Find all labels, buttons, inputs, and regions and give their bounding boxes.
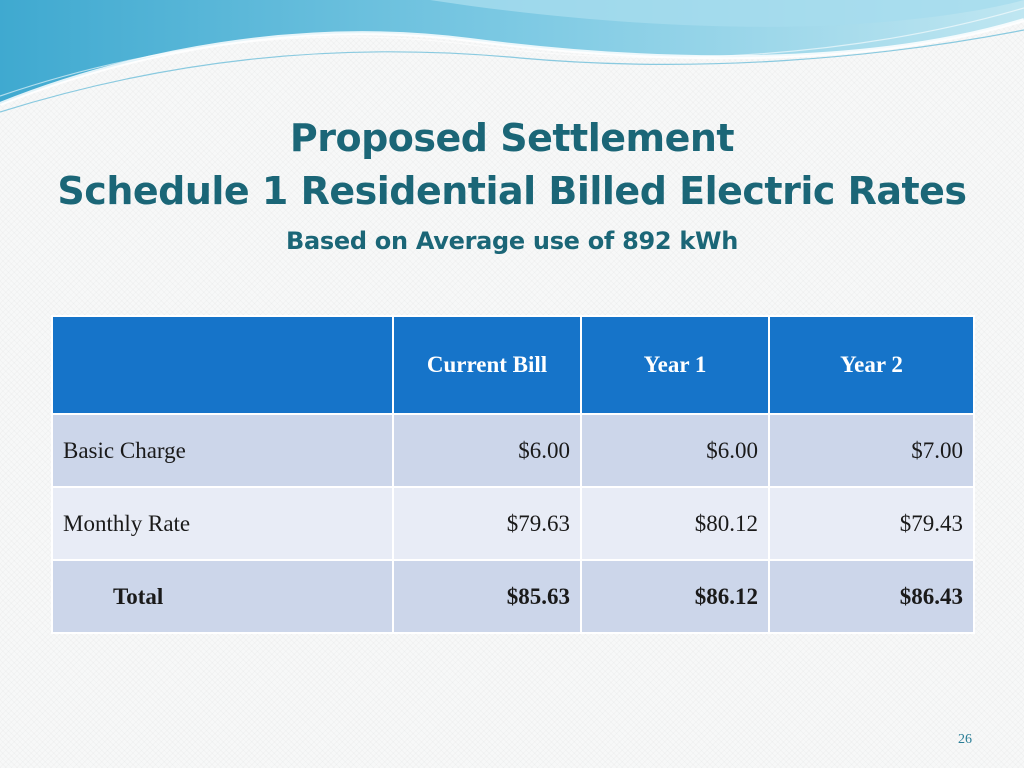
slide-title-line-2: Schedule 1 Residential Billed Electric R… xyxy=(57,169,967,213)
current-bill-value: $85.63 xyxy=(392,559,582,634)
year-2-value: $79.43 xyxy=(768,486,975,561)
current-bill-value: $6.00 xyxy=(392,413,582,488)
year-2-value: $7.00 xyxy=(768,413,975,488)
page-number: 26 xyxy=(958,732,972,747)
year-1-value: $6.00 xyxy=(580,413,770,488)
row-label: Monthly Rate xyxy=(51,486,394,561)
table-row-total: Total $85.63 $86.12 $86.43 xyxy=(51,559,975,634)
header-current-bill: Current Bill xyxy=(392,315,582,415)
row-label: Total xyxy=(51,559,394,634)
header-year-1: Year 1 xyxy=(580,315,770,415)
table-header-row: Current Bill Year 1 Year 2 xyxy=(51,315,975,415)
slide-title-block: Proposed Settlement Schedule 1 Residenti… xyxy=(0,112,1024,264)
year-1-value: $86.12 xyxy=(580,559,770,634)
header-empty-cell xyxy=(51,315,394,415)
decorative-wave-banner xyxy=(0,0,1024,113)
table-row: Basic Charge $6.00 $6.00 $7.00 xyxy=(51,413,975,488)
rates-table: Current Bill Year 1 Year 2 Basic Charge … xyxy=(51,315,975,634)
table-row: Monthly Rate $79.63 $80.12 $79.43 xyxy=(51,486,975,561)
current-bill-value: $79.63 xyxy=(392,486,582,561)
row-label: Basic Charge xyxy=(51,413,394,488)
year-1-value: $80.12 xyxy=(580,486,770,561)
header-year-2: Year 2 xyxy=(768,315,975,415)
slide-title: Proposed Settlement xyxy=(289,116,735,160)
slide-subtitle: Based on Average use of 892 kWh xyxy=(286,227,738,255)
year-2-value: $86.43 xyxy=(768,559,975,634)
